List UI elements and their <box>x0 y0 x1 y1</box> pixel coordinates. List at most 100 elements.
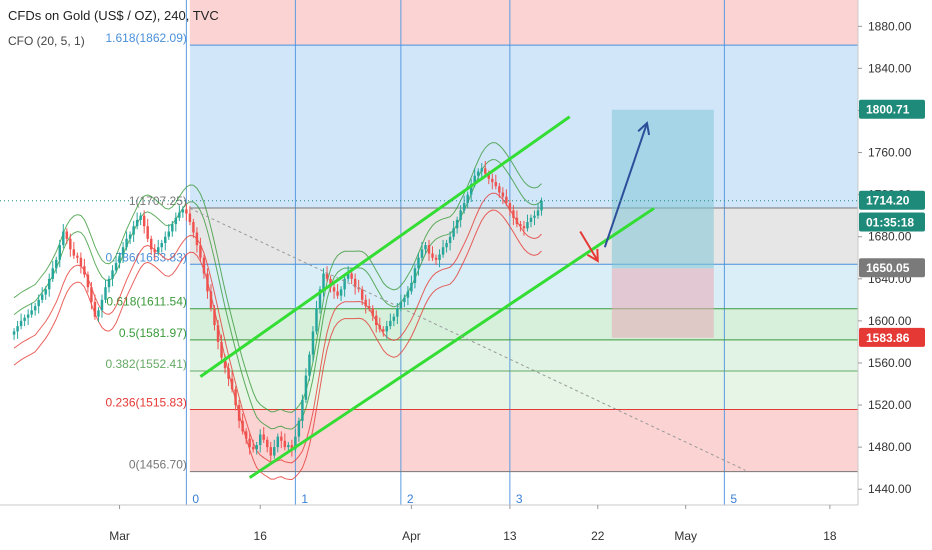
chart-title: CFDs on Gold (US$ / OZ), 240, TVC <box>8 8 219 23</box>
candle-body <box>90 287 93 302</box>
fib-band <box>189 339 858 371</box>
candle-body <box>360 289 364 300</box>
candle-body <box>223 357 227 369</box>
candle-body <box>452 228 455 237</box>
candle-body <box>294 436 297 450</box>
fib-label: 0.618(1611.54) <box>106 295 187 309</box>
candle-body <box>389 320 392 327</box>
candle-body <box>431 253 434 258</box>
candle-body <box>406 291 410 298</box>
candle-body <box>185 209 188 214</box>
price-tick-label: 1520.00 <box>868 398 912 412</box>
candle-body <box>508 203 512 211</box>
price-tick-label: 1440.00 <box>868 482 912 496</box>
cycle-label: 5 <box>730 492 737 506</box>
candle-body <box>230 378 234 390</box>
candle-body <box>244 431 248 439</box>
candle-body <box>121 247 125 256</box>
candle-body <box>290 445 294 450</box>
price-axis: 1440.001480.001520.001560.001600.001640.… <box>857 0 912 505</box>
candle-body <box>216 325 220 342</box>
candle-body <box>424 245 427 250</box>
cycle-label: 1 <box>301 492 308 506</box>
fib-band <box>189 0 858 46</box>
candle-body <box>420 249 424 258</box>
candle-body <box>104 287 107 300</box>
candle-body <box>202 257 206 274</box>
candle-body <box>441 247 445 255</box>
time-tick-label: 18 <box>823 529 837 543</box>
candle-body <box>114 263 118 271</box>
candle-body <box>515 217 519 225</box>
candle-body <box>308 354 311 376</box>
down-arrow-head <box>586 248 599 263</box>
target-zone <box>611 109 714 269</box>
candle-body <box>55 259 58 269</box>
cycle-lines: 0 1 2 3 5 <box>185 0 737 506</box>
candle-body <box>396 308 399 317</box>
candle-body <box>111 270 114 279</box>
candle-body <box>69 238 72 250</box>
drawings <box>0 115 858 479</box>
target-box <box>611 109 714 338</box>
price-badges: 1800.71 1714.20 01:35:18 1650.05 1583.86 <box>859 99 925 347</box>
up-arrow-head <box>637 121 651 136</box>
fib-levels: 1.618(1862.09)1(1707.25)0.786(1653.83)0.… <box>105 31 858 473</box>
candle-body <box>86 274 90 288</box>
candle-body <box>142 215 146 227</box>
up-arrow <box>603 122 648 248</box>
candle-body <box>199 245 202 258</box>
candle-body <box>318 289 322 309</box>
candle-body <box>93 301 97 317</box>
candle-body <box>33 306 37 311</box>
candle-body <box>72 249 76 256</box>
candle-body <box>280 436 283 441</box>
candle-body <box>125 238 128 248</box>
candle-body <box>462 203 466 211</box>
candle-body <box>157 247 160 253</box>
time-tick-label: Apr <box>402 529 421 543</box>
candle-body <box>533 215 536 218</box>
candle-body <box>476 171 480 176</box>
candle-body <box>40 294 44 300</box>
candle-body <box>498 186 501 193</box>
down-arrow <box>579 230 599 262</box>
cycle-label: 2 <box>407 492 414 506</box>
candle-body <box>399 301 403 309</box>
candle-body <box>487 173 491 179</box>
candle-body <box>164 236 167 244</box>
candle-body <box>195 232 199 246</box>
candle-body <box>466 194 469 204</box>
candle-body <box>336 291 339 296</box>
candle-body <box>529 217 533 222</box>
candle-body <box>512 210 515 218</box>
price-tick-label: 1560.00 <box>868 356 912 370</box>
candle-body <box>491 178 494 183</box>
candle-body <box>220 341 223 358</box>
candle-body <box>413 268 417 284</box>
candle-body <box>392 316 396 321</box>
fib-band <box>189 370 858 410</box>
candle-body <box>382 329 385 332</box>
candle-body <box>455 219 459 229</box>
candle-body <box>339 289 343 296</box>
candle-body <box>192 221 195 233</box>
price-tick-label: 1760.00 <box>868 146 912 160</box>
time-tick-label: 16 <box>254 529 268 543</box>
price-tick-label: 1480.00 <box>868 440 912 454</box>
candle-body <box>213 308 216 326</box>
price-badge-label: 1650.05 <box>866 261 910 275</box>
candle-body <box>484 168 487 174</box>
fib-band <box>189 208 858 265</box>
time-tick-label: 13 <box>503 529 517 543</box>
fib-label: 1.618(1862.09) <box>105 31 186 45</box>
candle-body <box>12 331 16 335</box>
price-badge <box>859 190 925 210</box>
candle-body <box>107 278 111 288</box>
candle-body <box>188 213 192 222</box>
candle-body <box>473 175 476 185</box>
candle-body <box>47 278 51 290</box>
candle-body <box>297 420 301 437</box>
